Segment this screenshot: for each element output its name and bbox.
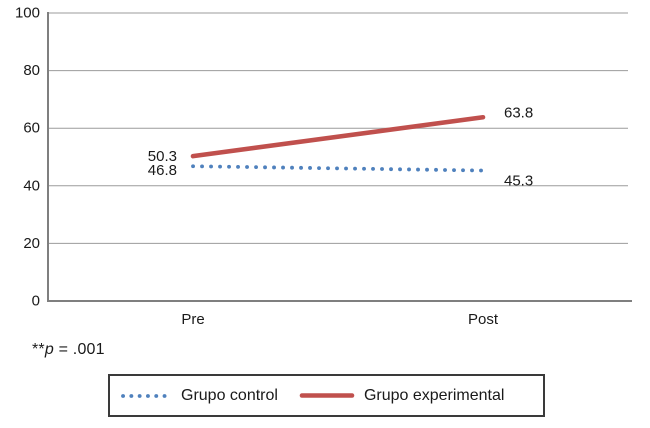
y-tick-label-60: 60 (23, 120, 40, 137)
y-tick-label-80: 80 (23, 62, 40, 79)
footnote-p-symbol: p (44, 341, 54, 358)
series-line-control (191, 164, 485, 173)
footnote-asterisks: ** (32, 341, 45, 358)
chart-plot-area: 0 20 40 60 80 100 Pre Post 46.8 45.3 50.3 63.8 (15, 5, 632, 328)
legend-item-grupo-control: Grupo control (120, 387, 278, 405)
dotted-line-swatch-icon (121, 393, 171, 398)
data-label-45.3: 45.3 (504, 173, 533, 190)
y-tick-label-40: 40 (23, 177, 40, 194)
series-line-experimental (190, 114, 486, 159)
data-label-63.8: 63.8 (504, 104, 533, 121)
legend-label-grupo-control: Grupo control (181, 386, 278, 404)
significance-footnote: **p = .001 (32, 341, 105, 359)
footnote-value: = .001 (53, 341, 105, 358)
x-category-label-post: Post (468, 311, 499, 328)
solid-line-swatch-icon (299, 393, 355, 398)
legend: Grupo control Grupo experimental (108, 374, 545, 417)
data-label-50.3: 50.3 (148, 148, 177, 165)
legend-label-grupo-experimental: Grupo experimental (363, 386, 505, 404)
legend-item-grupo-experimental: Grupo experimental (299, 386, 505, 405)
y-tick-label-20: 20 (23, 235, 40, 252)
data-label-46.8: 46.8 (148, 162, 177, 179)
y-tick-label-0: 0 (32, 293, 40, 310)
y-tick-label-100: 100 (15, 5, 40, 22)
x-category-label-pre: Pre (181, 311, 204, 328)
